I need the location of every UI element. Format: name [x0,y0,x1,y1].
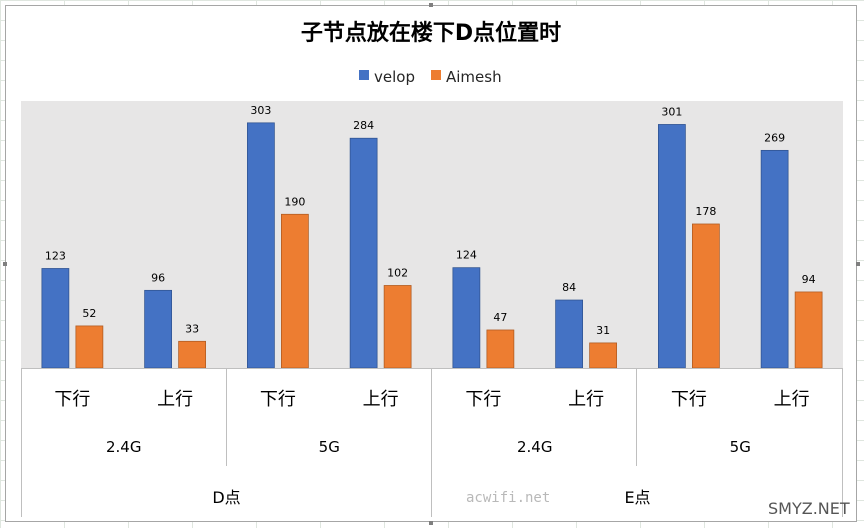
legend: velop Aimesh [359,68,502,86]
resize-handle-right[interactable] [856,262,860,266]
legend-swatch-velop [359,70,369,80]
data-label-velop-2: 303 [250,104,271,117]
category-label-2: 下行 [260,389,296,410]
resize-handle-bottom[interactable] [429,521,433,525]
band-label-0: 2.4G [106,438,141,456]
category-axis [21,368,843,517]
bar-velop-1 [144,289,172,369]
data-label-velop-7: 269 [764,131,785,144]
chart-title: 子节点放在楼下D点位置时 [301,20,561,46]
bar-velop-2 [247,122,275,369]
band-label-2: 2.4G [517,438,552,456]
watermark-acwifi: acwifi.net [466,490,551,506]
data-label-aimesh-0: 52 [82,307,96,320]
bar-velop-4 [452,267,481,369]
data-label-aimesh-1: 33 [185,322,199,335]
legend-label-aimesh: Aimesh [446,68,502,86]
data-label-velop-5: 84 [562,281,576,294]
category-label-6: 下行 [671,389,707,410]
data-label-group: 123 52 96 33 303 190 284 102 124 47 84 31 301 178 269 9… [45,104,816,337]
category-label-3: 上行 [363,389,399,410]
category-label-0: 下行 [54,389,90,410]
data-label-velop-6: 301 [661,105,682,118]
bar-aimesh-5 [589,342,617,369]
data-label-aimesh-7: 94 [802,273,816,286]
resize-handle-left[interactable] [3,262,7,266]
category-labels: 下行 上行 下行 上行 下行 上行 下行 上行 [54,389,809,410]
data-label-aimesh-2: 190 [284,195,305,208]
data-label-velop-4: 124 [456,249,477,262]
band-labels: 2.4G 5G 2.4G 5G [106,438,751,456]
data-label-velop-1: 96 [151,271,165,284]
category-label-5: 上行 [568,389,604,410]
data-label-aimesh-5: 31 [596,324,610,337]
category-label-4: 下行 [465,389,501,410]
band-label-1: 5G [319,438,340,456]
data-label-aimesh-4: 47 [493,311,507,324]
bar-velop-5 [555,299,583,369]
category-label-1: 上行 [157,389,193,410]
bar-velop-6 [658,124,686,369]
watermark-smyz: SMYZ.NET [768,499,850,518]
location-label-0: D点 [212,488,240,507]
data-label-velop-0: 123 [45,249,66,262]
bar-series-group [41,122,823,369]
bar-aimesh-3 [383,285,412,369]
location-labels: D点 E点 [212,488,650,507]
bar-aimesh-0 [75,325,104,369]
bar-velop-7 [760,149,789,369]
bar-aimesh-7 [794,291,823,369]
location-label-1: E点 [624,488,650,507]
resize-handle-top[interactable] [429,3,433,7]
band-label-3: 5G [730,438,751,456]
bar-velop-3 [349,137,378,369]
data-label-aimesh-3: 102 [387,266,408,279]
bar-aimesh-2 [281,213,309,369]
data-label-aimesh-6: 178 [695,205,716,218]
bar-aimesh-4 [486,329,515,369]
bar-aimesh-6 [692,223,720,369]
data-label-velop-3: 284 [353,119,374,132]
category-label-7: 上行 [774,389,810,410]
bar-aimesh-1 [178,340,206,369]
legend-label-velop: velop [374,68,415,86]
legend-swatch-aimesh [431,70,441,80]
bar-velop-0 [41,268,70,369]
